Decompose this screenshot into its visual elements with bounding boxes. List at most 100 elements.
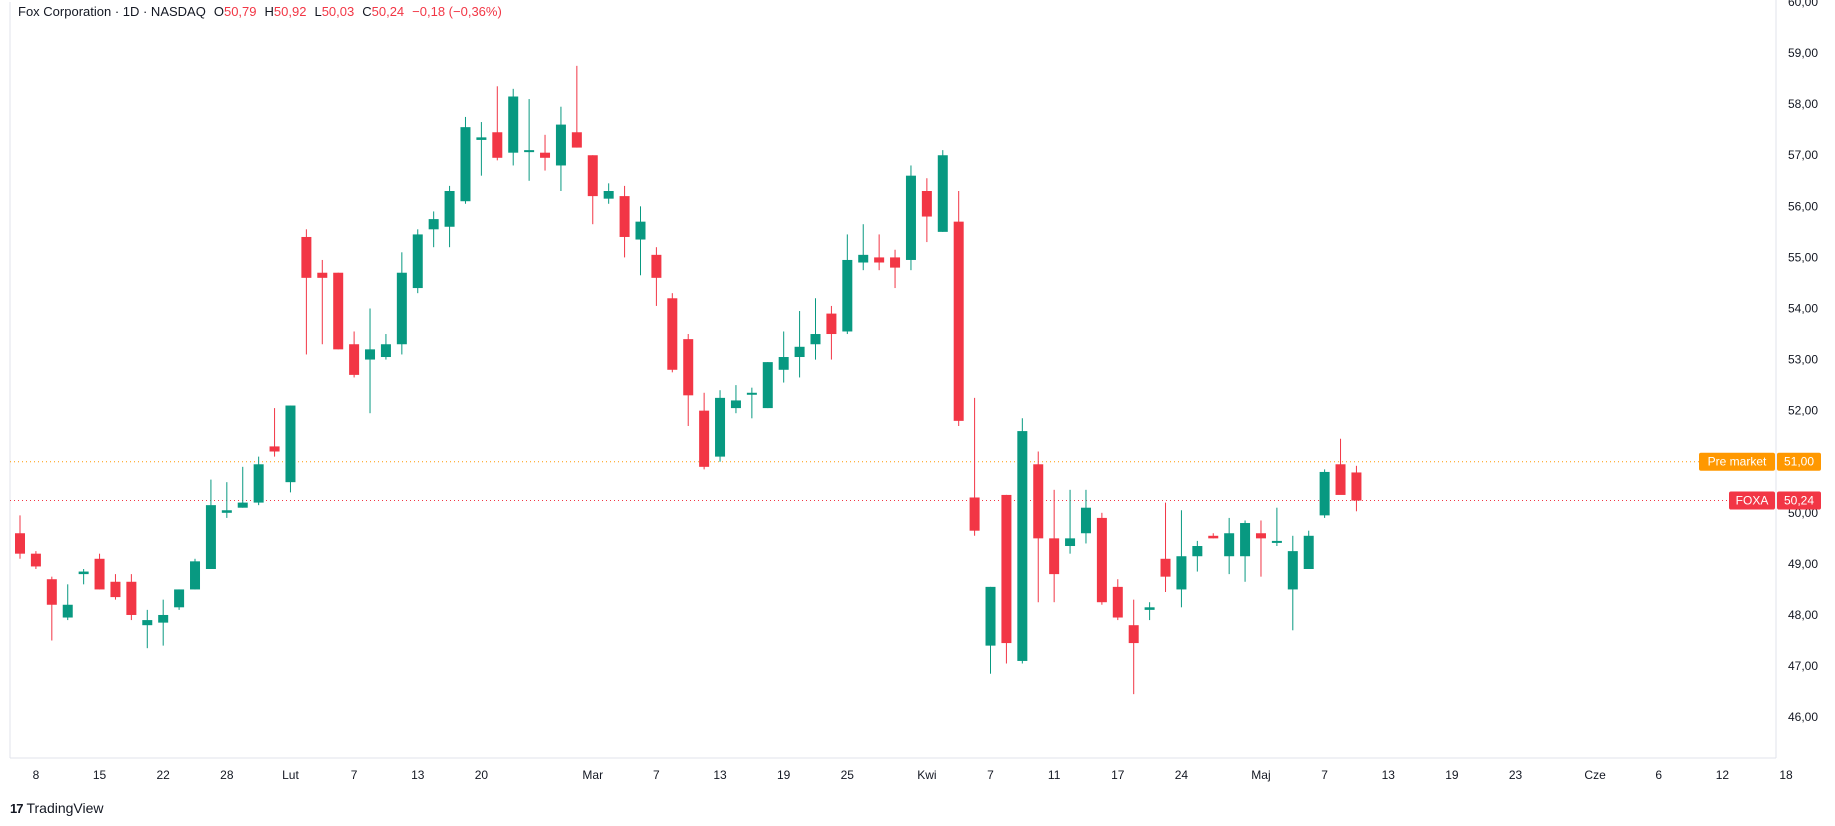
candle-body[interactable]	[571, 132, 582, 148]
date-tick-label: Mar	[582, 768, 603, 782]
candle-body[interactable]	[1033, 464, 1044, 539]
date-tick-label: 13	[1382, 768, 1396, 782]
candle-body[interactable]	[587, 155, 598, 197]
candle-body[interactable]	[1096, 517, 1107, 603]
candle-body[interactable]	[15, 533, 25, 554]
candle-body[interactable]	[921, 191, 932, 217]
date-tick-label: Lut	[282, 768, 299, 782]
tradingview-branding[interactable]: 17 TradingView	[10, 800, 104, 816]
candle-body[interactable]	[412, 234, 423, 289]
candle-body[interactable]	[699, 410, 710, 467]
candle-body[interactable]	[126, 581, 137, 615]
candle-body[interactable]	[1080, 507, 1091, 534]
candle-body[interactable]	[190, 561, 201, 590]
candle-body[interactable]	[651, 254, 662, 278]
candle-body[interactable]	[1287, 551, 1298, 590]
candle-body[interactable]	[94, 558, 105, 590]
candle-body[interactable]	[349, 344, 360, 375]
candle-body[interactable]	[1192, 546, 1203, 557]
candle-body[interactable]	[62, 604, 73, 618]
candle-body[interactable]	[380, 344, 391, 358]
candle-body[interactable]	[508, 96, 519, 153]
candle-body[interactable]	[158, 614, 169, 623]
tradingview-logo-icon: 17	[10, 800, 24, 816]
candle-body[interactable]	[110, 581, 121, 598]
candle-body[interactable]	[1351, 472, 1362, 501]
symbol-title[interactable]: Fox Corporation · 1D · NASDAQ	[18, 4, 206, 19]
candle-body[interactable]	[476, 137, 487, 140]
candle-body[interactable]	[174, 589, 185, 608]
candle-body[interactable]	[540, 152, 551, 158]
candle-body[interactable]	[874, 257, 885, 263]
candle-body[interactable]	[1112, 586, 1123, 618]
candle-body[interactable]	[794, 346, 805, 358]
low-label: L	[314, 4, 322, 19]
candle-body[interactable]	[953, 221, 964, 421]
candle-body[interactable]	[937, 155, 948, 232]
candle-body[interactable]	[269, 446, 280, 452]
candle-body[interactable]	[285, 405, 296, 483]
candle-body[interactable]	[1160, 558, 1171, 577]
candle-body[interactable]	[1255, 533, 1266, 539]
candle-body[interactable]	[985, 586, 996, 646]
candle-body[interactable]	[1144, 607, 1155, 610]
candle-body[interactable]	[444, 191, 455, 227]
candle-body[interactable]	[524, 150, 535, 153]
price-tick-label: 46,00	[1788, 710, 1818, 724]
candle-body[interactable]	[746, 392, 757, 395]
candle-body[interactable]	[826, 313, 837, 335]
open-label: O	[213, 4, 224, 19]
date-tick-label: 13	[411, 768, 425, 782]
candle-body[interactable]	[762, 362, 773, 409]
candle-body[interactable]	[1335, 464, 1346, 495]
candle-body[interactable]	[683, 339, 694, 396]
candle-body[interactable]	[890, 257, 901, 268]
candle-body[interactable]	[603, 191, 614, 199]
candle-body[interactable]	[810, 334, 821, 345]
candle-body[interactable]	[317, 272, 328, 278]
candle-body[interactable]	[905, 175, 916, 260]
candle-body[interactable]	[715, 397, 726, 457]
candle-body[interactable]	[667, 298, 678, 370]
candle-body[interactable]	[1208, 535, 1219, 539]
candle-body[interactable]	[1176, 556, 1187, 590]
candle-body[interactable]	[1049, 538, 1060, 575]
candle-body[interactable]	[78, 571, 89, 575]
candle-body[interactable]	[778, 357, 789, 370]
candle-body[interactable]	[221, 510, 232, 513]
candle-body[interactable]	[1224, 533, 1235, 557]
candle-body[interactable]	[460, 127, 471, 202]
candle-body[interactable]	[396, 272, 407, 345]
date-tick-label: Maj	[1251, 768, 1270, 782]
price-tag-value-bg	[1777, 452, 1821, 471]
candle-body[interactable]	[1303, 535, 1314, 569]
candle-body[interactable]	[1271, 540, 1282, 543]
candle-body[interactable]	[333, 272, 344, 350]
candle-body[interactable]	[492, 132, 503, 158]
candle-body[interactable]	[253, 464, 264, 503]
candle-body[interactable]	[842, 259, 853, 332]
candle-body[interactable]	[1001, 494, 1012, 644]
candle-body[interactable]	[1065, 538, 1076, 547]
candle-body[interactable]	[1128, 625, 1139, 644]
candle-body[interactable]	[30, 553, 41, 567]
candle-body[interactable]	[428, 219, 439, 230]
candle-body[interactable]	[205, 505, 216, 569]
date-tick-label: 8	[33, 768, 40, 782]
candle-body[interactable]	[555, 124, 566, 166]
candle-body[interactable]	[969, 497, 980, 531]
candle-body[interactable]	[142, 620, 153, 626]
candle-body[interactable]	[619, 196, 630, 237]
candle-body[interactable]	[635, 221, 646, 240]
candle-body[interactable]	[365, 349, 376, 360]
candle-body[interactable]	[237, 502, 248, 508]
candle-body[interactable]	[301, 236, 312, 278]
date-tick-label: 18	[1779, 768, 1793, 782]
candle-body[interactable]	[858, 254, 869, 263]
candle-body[interactable]	[46, 579, 57, 605]
candle-body[interactable]	[1017, 431, 1028, 661]
candle-body[interactable]	[1240, 523, 1251, 557]
candle-body[interactable]	[730, 400, 741, 409]
candle-body[interactable]	[1319, 471, 1330, 516]
